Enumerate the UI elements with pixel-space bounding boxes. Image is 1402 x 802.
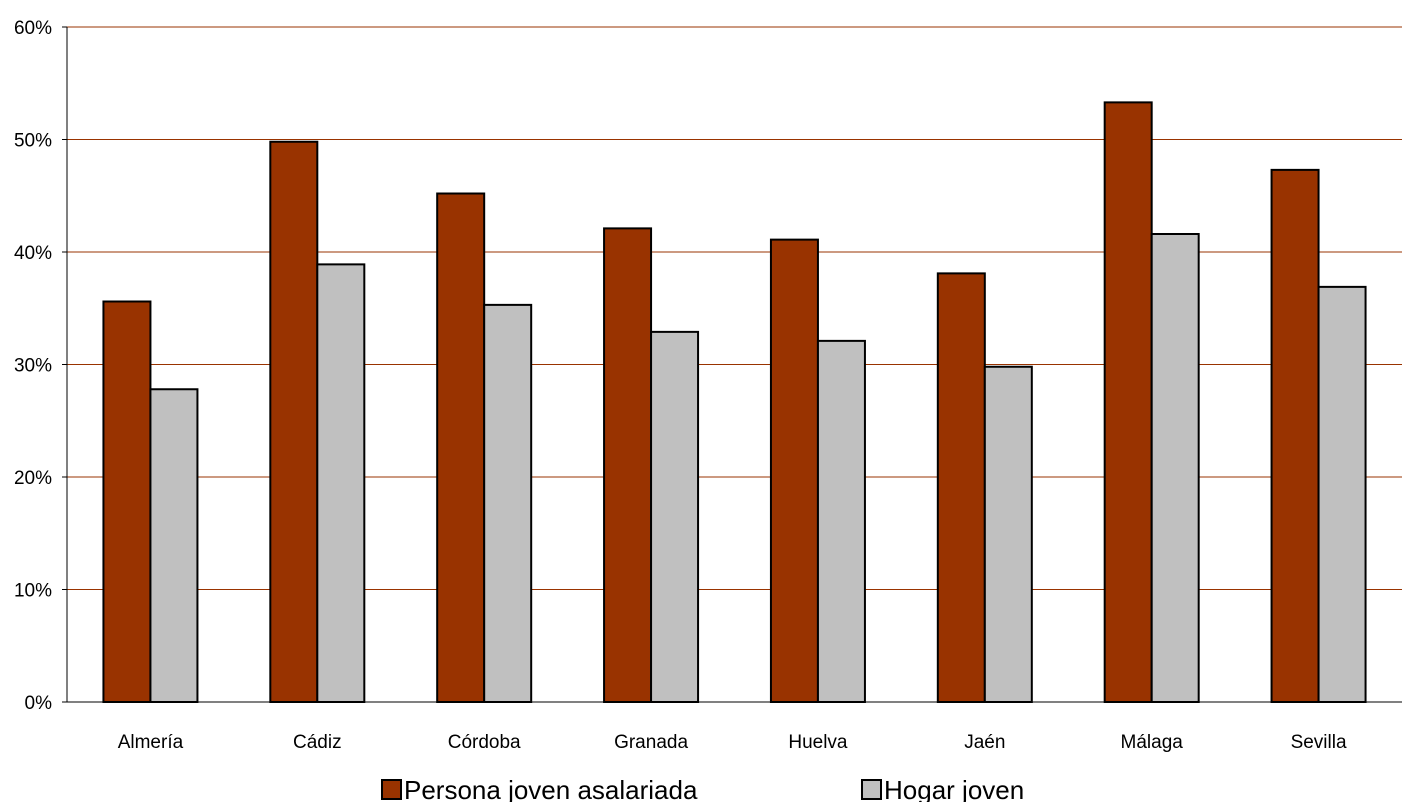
bar-series-1 [102,300,152,703]
bar-series-1 [269,140,319,703]
bar-series-2 [316,263,366,703]
legend-swatch [381,779,402,800]
bar-series-2 [483,303,533,703]
legend: Persona joven asalariada Hogar joven [381,775,1024,802]
y-tick-label: 50% [14,131,52,152]
legend-label: Persona joven asalariada [404,775,698,802]
category-labels: Almería Cádiz Córdoba Granada Huelva Jaén Mála… [118,732,1347,753]
bars [102,101,1367,703]
bar-series-1 [1103,101,1153,703]
bar-series-2 [983,365,1033,703]
y-tick-label: 0% [25,693,53,714]
y-tick-label: 30% [14,356,52,377]
x-tick-label: Málaga [1121,732,1184,753]
legend-swatch [861,779,882,800]
bar-series-1 [1270,168,1320,703]
y-tick-label: 20% [14,468,52,489]
bar-series-2 [816,339,866,703]
bar-series-2 [149,388,199,703]
bar-series-1 [603,227,653,703]
y-tick-label: 60% [14,18,52,39]
bar-series-2 [1150,233,1200,703]
bar-series-2 [650,330,700,703]
bar-series-2 [1317,285,1367,703]
x-tick-label: Granada [614,732,688,753]
y-tick-label: 10% [14,581,52,602]
gridlines [67,26,1402,590]
x-tick-label: Córdoba [448,732,521,753]
x-tick-label: Almería [118,732,184,753]
y-tick-label: 40% [14,243,52,264]
x-tick-label: Sevilla [1291,732,1347,753]
y-axis-ticks: 0% 10% 20% 30% 40% 50% 60% [14,18,68,714]
x-tick-label: Huelva [788,732,848,753]
bar-series-1 [769,238,819,703]
legend-label: Hogar joven [884,775,1024,802]
bar-series-1 [436,192,486,703]
x-tick-label: Cádiz [293,732,342,753]
bar-series-1 [936,272,986,703]
x-tick-label: Jaén [964,732,1005,753]
